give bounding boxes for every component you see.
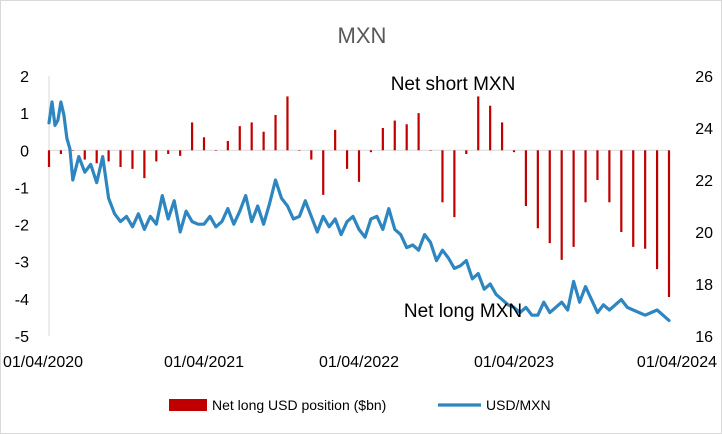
line-series-group <box>47 100 671 322</box>
bar <box>71 150 74 151</box>
x-tick-label: 01/04/2023 <box>474 354 554 371</box>
bar <box>59 150 63 154</box>
bar <box>286 96 289 151</box>
y-left-tick-label: -2 <box>15 218 29 235</box>
bar <box>632 150 635 247</box>
bar <box>226 141 229 151</box>
y-right-tick-label: 24 <box>695 121 713 138</box>
chart-title: MXN <box>338 23 387 48</box>
bar <box>214 150 218 151</box>
bar <box>417 113 420 151</box>
y-left-tick-label: 0 <box>20 143 29 160</box>
bar <box>357 150 361 182</box>
bar <box>167 150 170 154</box>
y-left-tick-label: -1 <box>15 180 29 197</box>
annotation-net-long: Net long MXN <box>404 301 522 322</box>
bar <box>596 150 599 180</box>
bar <box>143 150 146 179</box>
x-tick-label: 01/04/2022 <box>319 354 399 371</box>
y-left-tick-label: -5 <box>15 329 29 346</box>
bar <box>644 150 647 249</box>
bar <box>536 150 539 229</box>
bar <box>548 150 551 244</box>
bar <box>95 150 98 164</box>
axes-group: 2 1 0 -1 -2 -3 -4 -5 26 24 22 20 18 16 01/04/2020 01/04… <box>3 69 717 371</box>
bar <box>274 115 277 151</box>
bar <box>453 150 456 218</box>
bar <box>655 150 659 270</box>
bar <box>620 150 623 232</box>
bar-series-group <box>47 96 671 297</box>
y-left-tick-label: 2 <box>20 69 29 86</box>
bar <box>155 150 158 162</box>
bar <box>441 150 444 203</box>
legend-line-label: USD/MXN <box>486 397 551 413</box>
bar <box>477 96 480 151</box>
legend-bar-swatch <box>169 399 207 411</box>
bar <box>298 150 301 151</box>
y-right-tick-label: 18 <box>695 277 713 294</box>
bar <box>405 124 408 151</box>
bar <box>608 150 611 203</box>
bar <box>83 150 86 160</box>
bar <box>190 122 194 151</box>
bar <box>381 128 384 151</box>
bar <box>131 150 134 169</box>
legend: Net long USD position ($bn) USD/MXN <box>169 397 551 413</box>
bar <box>310 150 313 160</box>
y-right-tick-label: 26 <box>695 69 713 86</box>
annotation-net-short: Net short MXN <box>391 74 516 95</box>
usd-mxn-line <box>47 100 671 322</box>
bar <box>584 150 587 203</box>
y-right-tick-label: 16 <box>695 329 713 346</box>
bar <box>262 131 265 151</box>
bar <box>179 150 182 156</box>
legend-bar-label: Net long USD position ($bn) <box>212 397 386 413</box>
y-left-tick-label: -3 <box>15 255 29 272</box>
bar <box>322 150 325 195</box>
bar <box>572 150 575 247</box>
bar <box>334 129 337 151</box>
x-tick-label: 01/04/2021 <box>164 354 244 371</box>
bar <box>512 150 516 153</box>
bar <box>345 150 349 169</box>
y-left-tick-label: -4 <box>15 292 29 309</box>
x-tick-label: 01/04/2024 <box>637 354 717 371</box>
bar <box>393 120 396 151</box>
bar <box>524 150 528 206</box>
bar <box>560 150 563 260</box>
bar <box>250 122 253 151</box>
bar <box>369 150 373 153</box>
y-right-tick-label: 22 <box>695 173 713 190</box>
bar <box>107 150 110 162</box>
y-right-tick-label: 20 <box>695 225 713 242</box>
bar <box>465 150 468 154</box>
bar <box>489 105 492 151</box>
x-tick-label: 01/04/2020 <box>3 354 83 371</box>
y-left-tick-label: 1 <box>20 106 29 123</box>
bar <box>238 126 241 151</box>
bar <box>500 122 504 151</box>
bar <box>202 137 206 151</box>
bar <box>429 150 432 151</box>
bar <box>47 150 51 167</box>
bar <box>667 150 671 297</box>
bar <box>119 150 122 167</box>
